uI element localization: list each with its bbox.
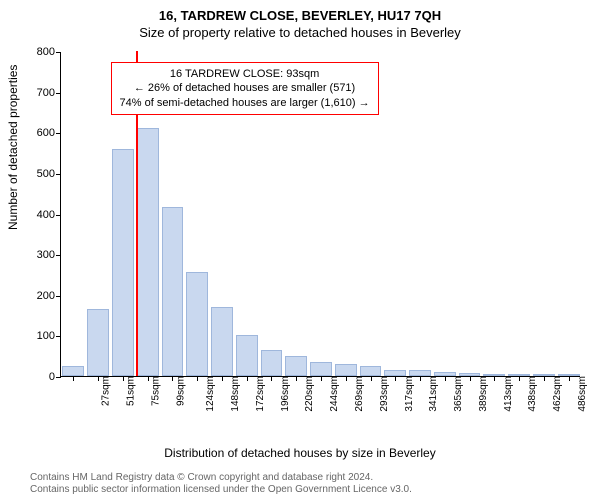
x-tick-mark [569,376,570,381]
histogram-bar [310,362,332,376]
x-tick-label: 462sqm [546,376,563,412]
x-tick-mark [321,376,322,381]
annotation-line: 16 TARDREW CLOSE: 93sqm [120,67,370,81]
x-tick-mark [420,376,421,381]
x-tick-label: 438sqm [521,376,538,412]
histogram-bar [112,149,134,377]
x-tick-mark [123,376,124,381]
x-axis-label: Distribution of detached houses by size … [0,446,600,460]
histogram-bar [335,364,357,376]
x-tick-mark [296,376,297,381]
x-tick-label: 341sqm [422,376,439,412]
x-tick-label: 317sqm [398,376,415,412]
y-tick-label: 600 [37,127,61,139]
chart-subtitle: Size of property relative to detached ho… [0,25,600,40]
chart-title-address: 16, TARDREW CLOSE, BEVERLEY, HU17 7QH [0,8,600,23]
annotation-line: 74% of semi-detached houses are larger (… [120,96,370,110]
x-tick-mark [371,376,372,381]
x-tick-label: 148sqm [224,376,241,412]
chart-container: 16, TARDREW CLOSE, BEVERLEY, HU17 7QH Si… [0,0,600,500]
y-tick-label: 0 [49,371,61,383]
x-tick-mark [494,376,495,381]
x-tick-label: 124sqm [200,376,217,412]
x-tick-label: 365sqm [447,376,464,412]
histogram-bar [285,356,307,376]
x-tick-label: 510sqm [596,376,600,412]
x-tick-mark [470,376,471,381]
x-tick-mark [395,376,396,381]
annotation-box: 16 TARDREW CLOSE: 93sqm← 26% of detached… [111,62,379,115]
histogram-bar [162,207,184,376]
footer-line-2: Contains public sector information licen… [30,484,590,496]
x-tick-label: 196sqm [274,376,291,412]
y-tick-label: 200 [37,290,61,302]
histogram-bar [137,128,159,376]
x-tick-mark [247,376,248,381]
footer-line-1: Contains HM Land Registry data © Crown c… [30,472,590,484]
x-tick-label: 220sqm [299,376,316,412]
x-tick-mark [519,376,520,381]
chart-titles: 16, TARDREW CLOSE, BEVERLEY, HU17 7QH Si… [0,8,600,40]
x-tick-label: 172sqm [249,376,266,412]
x-tick-label: 269sqm [348,376,365,412]
x-tick-mark [222,376,223,381]
histogram-bar [360,366,382,376]
x-tick-mark [346,376,347,381]
x-tick-mark [197,376,198,381]
x-tick-mark [445,376,446,381]
x-tick-mark [172,376,173,381]
y-tick-label: 300 [37,249,61,261]
x-tick-label: 413sqm [497,376,514,412]
histogram-bar [87,309,109,376]
x-tick-mark [148,376,149,381]
y-tick-label: 800 [37,46,61,58]
histogram-bar [236,335,258,376]
x-tick-label: 293sqm [373,376,390,412]
histogram-bar [186,272,208,376]
x-tick-label: 486sqm [571,376,588,412]
x-tick-mark [73,376,74,381]
x-tick-mark [271,376,272,381]
x-tick-label: 389sqm [472,376,489,412]
annotation-line: ← 26% of detached houses are smaller (57… [120,81,370,95]
y-axis-label: Number of detached properties [6,65,20,230]
y-tick-label: 500 [37,168,61,180]
histogram-bar [261,350,283,376]
x-tick-mark [544,376,545,381]
y-tick-label: 100 [37,330,61,342]
footer-attribution: Contains HM Land Registry data © Crown c… [30,472,590,496]
y-tick-label: 400 [37,209,61,221]
y-tick-label: 700 [37,87,61,99]
histogram-bar [62,366,84,376]
x-tick-label: 244sqm [323,376,340,412]
histogram-bar [211,307,233,376]
plot-area: 010020030040050060070080027sqm51sqm75sqm… [60,52,580,377]
x-tick-mark [98,376,99,381]
